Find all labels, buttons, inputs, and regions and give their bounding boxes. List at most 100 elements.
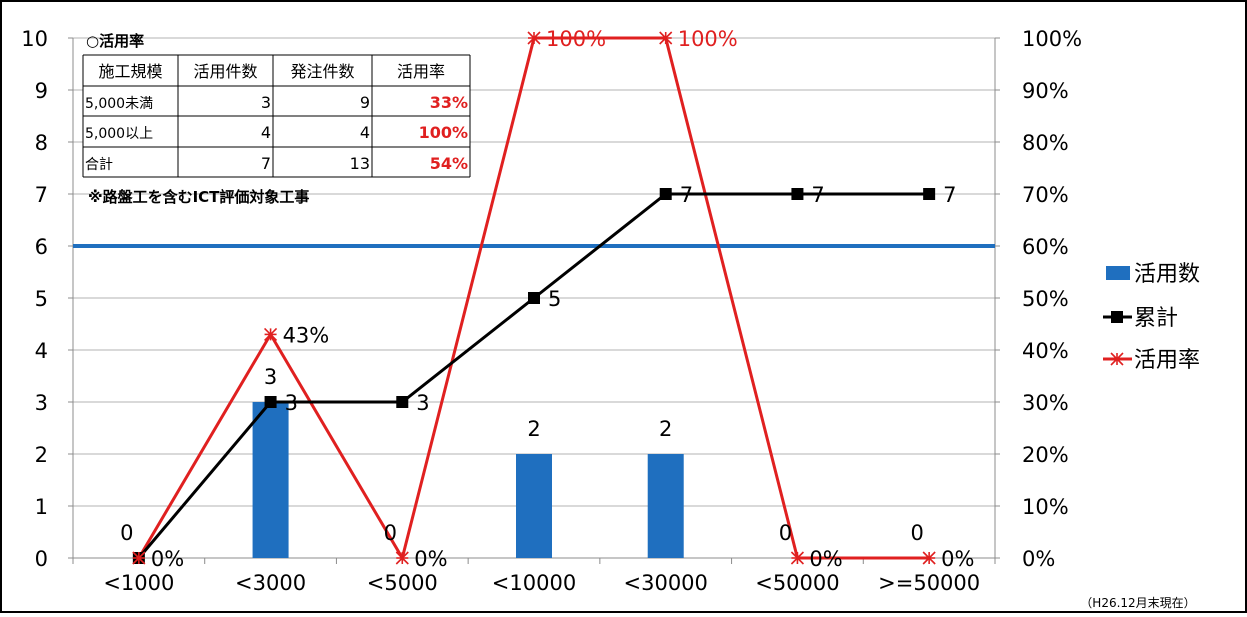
inset-table-cell: 9 bbox=[360, 93, 370, 112]
left-tick-label: 6 bbox=[35, 235, 48, 259]
inset-table-header: 発注件数 bbox=[290, 62, 354, 81]
data-label-累計: 7 bbox=[680, 183, 693, 207]
x-tick-label: <1000 bbox=[103, 571, 174, 595]
inset-table-note: ※路盤工を含むICT評価対象工事 bbox=[88, 188, 309, 206]
legend-label: 累計 bbox=[1134, 306, 1178, 331]
point-累計 bbox=[923, 188, 936, 200]
right-tick-label: 20% bbox=[1022, 443, 1069, 467]
legend-item: 活用率 bbox=[1103, 348, 1200, 373]
left-tick-label: 2 bbox=[35, 443, 48, 467]
data-label-累計: 7 bbox=[943, 183, 956, 207]
left-tick-label: 0 bbox=[35, 547, 48, 571]
x-tick-label: <5000 bbox=[367, 571, 438, 595]
legend-label: 活用数 bbox=[1134, 262, 1200, 287]
point-stroke bbox=[922, 551, 936, 565]
left-tick-label: 8 bbox=[35, 131, 48, 155]
inset-table-cell: 54% bbox=[430, 154, 468, 173]
point-活用率 bbox=[922, 551, 936, 565]
data-label-活用数: 0 bbox=[120, 521, 133, 545]
point-活用率 bbox=[395, 551, 409, 565]
legend-label: 活用率 bbox=[1134, 348, 1200, 373]
data-label-活用数: 0 bbox=[384, 521, 397, 545]
inset-table-header: 活用率 bbox=[397, 62, 445, 81]
data-label-活用率: 0% bbox=[809, 547, 842, 571]
right-tick-label: 100% bbox=[1022, 27, 1082, 51]
point-stroke bbox=[659, 31, 673, 45]
x-tick-label: <3000 bbox=[235, 571, 306, 595]
inset-table-cell: 4 bbox=[261, 123, 271, 142]
left-tick-label: 5 bbox=[35, 287, 48, 311]
point-累計 bbox=[264, 396, 277, 408]
data-label-活用率: 100% bbox=[546, 27, 606, 51]
bar-layer bbox=[252, 402, 684, 558]
data-label-活用率: 0% bbox=[941, 547, 974, 571]
right-tick-label: 60% bbox=[1022, 235, 1069, 259]
legend-item: 活用数 bbox=[1106, 262, 1200, 287]
data-label-活用率: 43% bbox=[283, 323, 330, 347]
legend-item: 累計 bbox=[1103, 306, 1178, 331]
inset-table-cell: 100% bbox=[419, 123, 468, 142]
axis-layer: 0123456789100%10%20%30%40%50%60%70%80%90… bbox=[21, 27, 1082, 595]
left-tick-label: 10 bbox=[21, 27, 48, 51]
inset-table-cell: 5,000以上 bbox=[85, 126, 153, 142]
left-tick-label: 9 bbox=[35, 79, 48, 103]
point-stroke bbox=[527, 31, 541, 45]
point-累計 bbox=[528, 292, 540, 304]
data-label-活用数: 0 bbox=[910, 521, 923, 545]
bar-活用数 bbox=[647, 454, 684, 558]
right-tick-label: 90% bbox=[1022, 79, 1069, 103]
point-活用率 bbox=[132, 551, 146, 565]
right-tick-label: 0% bbox=[1022, 547, 1055, 571]
bar-活用数 bbox=[516, 454, 552, 558]
point-活用率 bbox=[264, 327, 278, 341]
inset-table-cell: 4 bbox=[360, 123, 370, 142]
inset-table-header: 施工規模 bbox=[98, 62, 162, 81]
data-label-活用率: 0% bbox=[151, 547, 184, 571]
data-label-累計: 7 bbox=[811, 183, 824, 207]
point-stroke bbox=[132, 551, 146, 565]
right-tick-label: 70% bbox=[1022, 183, 1069, 207]
x-tick-label: >=50000 bbox=[878, 571, 980, 595]
right-tick-label: 50% bbox=[1022, 287, 1069, 311]
inset-table-cell: 合計 bbox=[85, 157, 113, 173]
left-tick-label: 3 bbox=[35, 391, 48, 415]
point-累計 bbox=[659, 188, 672, 200]
point-累計 bbox=[791, 188, 804, 200]
data-label-累計: 5 bbox=[548, 287, 561, 311]
data-label-活用数: 2 bbox=[527, 417, 540, 441]
data-label-累計: 3 bbox=[416, 391, 429, 415]
legend-swatch-bar bbox=[1106, 266, 1130, 280]
inset-table-cell: 7 bbox=[261, 154, 271, 173]
data-label-活用数: 0 bbox=[779, 521, 792, 545]
inset-table-header: 活用件数 bbox=[193, 62, 257, 81]
data-label-活用率: 0% bbox=[414, 547, 447, 571]
left-tick-label: 7 bbox=[35, 183, 48, 207]
inset-table-cell: 5,000未満 bbox=[85, 96, 153, 112]
line-layer bbox=[73, 31, 995, 565]
point-活用率 bbox=[659, 31, 673, 45]
right-tick-label: 40% bbox=[1022, 339, 1069, 363]
right-tick-label: 30% bbox=[1022, 391, 1069, 415]
left-tick-label: 1 bbox=[35, 495, 48, 519]
point-stroke bbox=[264, 327, 278, 341]
x-tick-label: <50000 bbox=[755, 571, 839, 595]
data-label-累計: 3 bbox=[285, 391, 298, 415]
data-label-活用率: 100% bbox=[678, 27, 738, 51]
inset-table-title: ○活用率 bbox=[86, 32, 144, 50]
point-活用率 bbox=[527, 31, 541, 45]
bar-活用数 bbox=[252, 402, 289, 558]
legend-swatch-marker bbox=[1111, 311, 1123, 323]
point-stroke bbox=[395, 551, 409, 565]
x-tick-label: <10000 bbox=[492, 571, 576, 595]
x-tick-label: <30000 bbox=[624, 571, 708, 595]
point-stroke bbox=[790, 551, 804, 565]
right-tick-label: 10% bbox=[1022, 495, 1069, 519]
data-label-活用数: 2 bbox=[659, 417, 672, 441]
data-label-活用数: 3 bbox=[264, 365, 277, 389]
inset-table-cell: 33% bbox=[430, 93, 468, 112]
inset-table-cell: 3 bbox=[261, 93, 271, 112]
